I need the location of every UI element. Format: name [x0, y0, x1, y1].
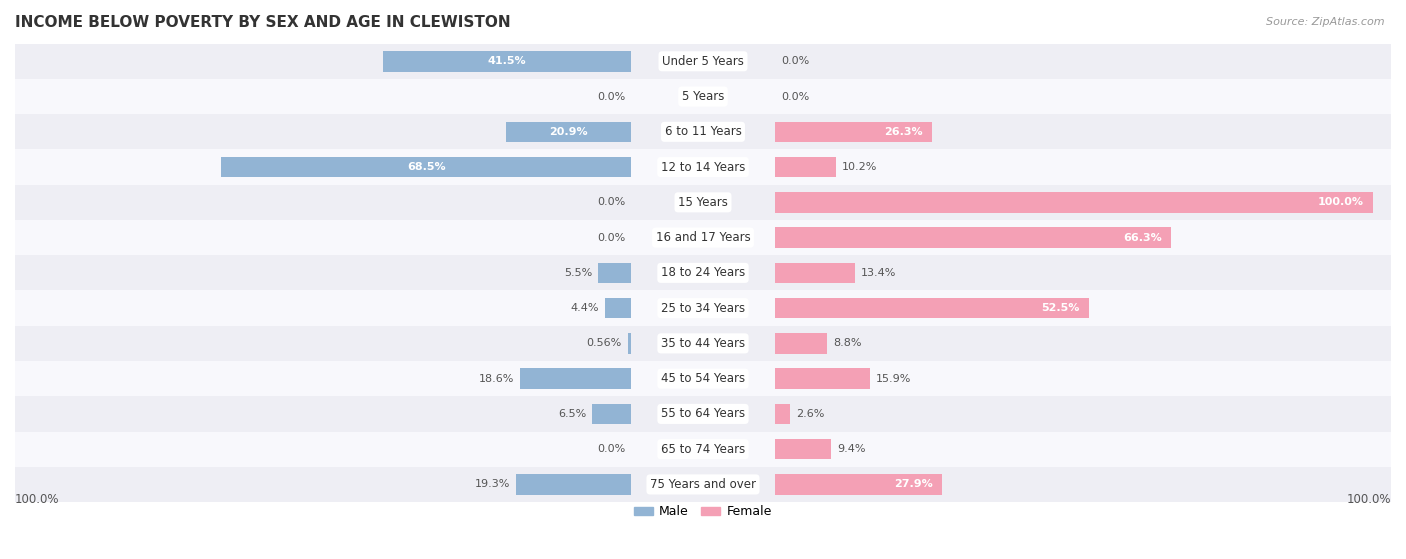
- Text: 18 to 24 Years: 18 to 24 Years: [661, 267, 745, 280]
- Text: 0.0%: 0.0%: [598, 233, 626, 243]
- Bar: [0, 291, 1406, 326]
- Text: 0.0%: 0.0%: [780, 92, 808, 102]
- Bar: [775, 263, 855, 283]
- Text: 18.6%: 18.6%: [478, 373, 515, 383]
- Bar: [775, 122, 932, 142]
- Text: 66.3%: 66.3%: [1123, 233, 1163, 243]
- Text: 0.0%: 0.0%: [598, 92, 626, 102]
- Text: 100.0%: 100.0%: [1347, 492, 1391, 505]
- Text: 27.9%: 27.9%: [894, 480, 932, 490]
- Text: 0.56%: 0.56%: [586, 338, 621, 348]
- Text: 65 to 74 Years: 65 to 74 Years: [661, 443, 745, 456]
- Bar: [506, 122, 631, 142]
- Text: 25 to 34 Years: 25 to 34 Years: [661, 302, 745, 315]
- Text: Source: ZipAtlas.com: Source: ZipAtlas.com: [1267, 17, 1385, 27]
- Text: 52.5%: 52.5%: [1042, 303, 1080, 313]
- Text: 19.3%: 19.3%: [474, 480, 510, 490]
- Text: 12 to 14 Years: 12 to 14 Years: [661, 160, 745, 174]
- Bar: [516, 474, 631, 495]
- Text: 68.5%: 68.5%: [406, 162, 446, 172]
- Bar: [775, 368, 870, 389]
- Text: INCOME BELOW POVERTY BY SEX AND AGE IN CLEWISTON: INCOME BELOW POVERTY BY SEX AND AGE IN C…: [15, 15, 510, 30]
- Bar: [0, 326, 1406, 361]
- Text: 20.9%: 20.9%: [550, 127, 588, 137]
- Bar: [221, 157, 631, 177]
- Bar: [775, 333, 828, 354]
- Bar: [0, 79, 1406, 114]
- Bar: [775, 439, 831, 459]
- Text: 55 to 64 Years: 55 to 64 Years: [661, 408, 745, 420]
- Text: 0.0%: 0.0%: [780, 56, 808, 67]
- Text: 45 to 54 Years: 45 to 54 Years: [661, 372, 745, 385]
- Text: 8.8%: 8.8%: [834, 338, 862, 348]
- Text: Under 5 Years: Under 5 Years: [662, 55, 744, 68]
- Bar: [0, 361, 1406, 396]
- Text: 0.0%: 0.0%: [598, 444, 626, 454]
- Bar: [0, 220, 1406, 255]
- Text: 10.2%: 10.2%: [842, 162, 877, 172]
- Bar: [599, 263, 631, 283]
- Text: 13.4%: 13.4%: [860, 268, 896, 278]
- Text: 75 Years and over: 75 Years and over: [650, 478, 756, 491]
- Bar: [0, 396, 1406, 432]
- Legend: Male, Female: Male, Female: [630, 500, 776, 523]
- Bar: [775, 298, 1088, 319]
- Text: 41.5%: 41.5%: [488, 56, 526, 67]
- Bar: [775, 192, 1374, 212]
- Bar: [592, 404, 631, 424]
- Bar: [775, 474, 942, 495]
- Bar: [382, 51, 631, 72]
- Bar: [0, 432, 1406, 467]
- Bar: [0, 467, 1406, 502]
- Bar: [775, 157, 835, 177]
- Bar: [0, 44, 1406, 79]
- Bar: [605, 298, 631, 319]
- Text: 9.4%: 9.4%: [837, 444, 866, 454]
- Text: 26.3%: 26.3%: [884, 127, 924, 137]
- Text: 15.9%: 15.9%: [876, 373, 911, 383]
- Bar: [0, 114, 1406, 149]
- Text: 4.4%: 4.4%: [571, 303, 599, 313]
- Bar: [775, 228, 1171, 248]
- Text: 6 to 11 Years: 6 to 11 Years: [665, 125, 741, 138]
- Bar: [520, 368, 631, 389]
- Text: 6.5%: 6.5%: [558, 409, 586, 419]
- Bar: [775, 404, 790, 424]
- Text: 100.0%: 100.0%: [15, 492, 59, 505]
- Text: 100.0%: 100.0%: [1317, 197, 1364, 207]
- Text: 5.5%: 5.5%: [564, 268, 592, 278]
- Text: 5 Years: 5 Years: [682, 90, 724, 103]
- Bar: [0, 184, 1406, 220]
- Text: 16 and 17 Years: 16 and 17 Years: [655, 231, 751, 244]
- Text: 15 Years: 15 Years: [678, 196, 728, 209]
- Text: 2.6%: 2.6%: [796, 409, 825, 419]
- Text: 0.0%: 0.0%: [598, 197, 626, 207]
- Text: 35 to 44 Years: 35 to 44 Years: [661, 337, 745, 350]
- Bar: [0, 149, 1406, 184]
- Bar: [0, 255, 1406, 291]
- Bar: [628, 333, 631, 354]
